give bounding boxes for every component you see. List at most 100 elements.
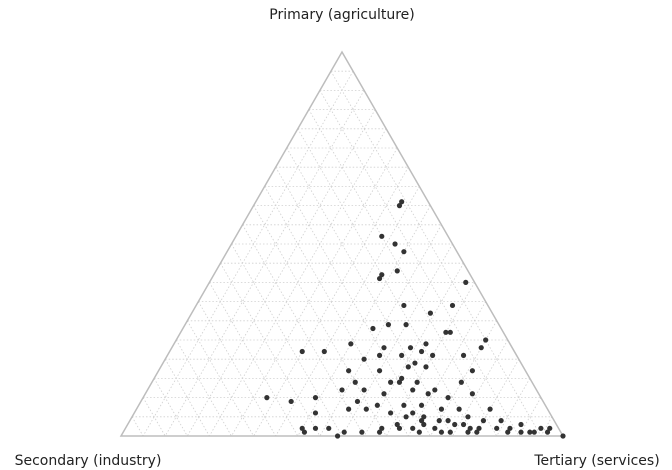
grid-line bbox=[407, 301, 486, 437]
data-point bbox=[401, 249, 407, 255]
grid bbox=[131, 70, 553, 437]
data-point bbox=[396, 425, 403, 431]
grid-line bbox=[209, 282, 299, 437]
data-point bbox=[423, 341, 429, 347]
data-point bbox=[388, 410, 394, 416]
data-point bbox=[301, 429, 308, 435]
data-point bbox=[407, 345, 414, 351]
data-point bbox=[456, 406, 462, 412]
data-point bbox=[321, 348, 327, 355]
data-point bbox=[418, 402, 425, 408]
grid-line bbox=[242, 224, 365, 437]
data-point bbox=[361, 387, 367, 393]
data-point bbox=[396, 379, 403, 385]
data-point bbox=[527, 429, 533, 435]
data-point bbox=[458, 379, 464, 385]
data-point bbox=[478, 345, 484, 351]
data-point bbox=[299, 425, 305, 431]
data-point bbox=[379, 272, 385, 278]
data-point bbox=[412, 360, 418, 366]
grid-line bbox=[275, 186, 420, 437]
grid-line bbox=[474, 359, 520, 437]
data-point bbox=[399, 375, 405, 381]
data-point bbox=[399, 199, 405, 205]
data-point bbox=[416, 429, 422, 435]
data-point bbox=[363, 406, 369, 412]
grid-line bbox=[186, 320, 254, 437]
grid-line bbox=[220, 263, 321, 437]
data-point bbox=[374, 402, 380, 408]
grid-line bbox=[297, 128, 475, 437]
data-point bbox=[474, 429, 480, 435]
data-point bbox=[421, 421, 427, 428]
data-point bbox=[432, 425, 438, 431]
grid-line bbox=[319, 90, 520, 437]
grid-line bbox=[209, 128, 387, 437]
data-point bbox=[376, 352, 383, 358]
data-point bbox=[334, 433, 341, 439]
data-point bbox=[379, 425, 385, 431]
data-point bbox=[312, 425, 319, 431]
data-point bbox=[410, 387, 416, 393]
data-point bbox=[354, 398, 361, 405]
data-point bbox=[403, 414, 409, 420]
grid-line bbox=[363, 263, 464, 437]
data-point bbox=[341, 429, 347, 435]
grid-line bbox=[253, 167, 409, 437]
grid-line bbox=[264, 186, 409, 437]
data-point bbox=[480, 418, 487, 424]
grid-line bbox=[164, 359, 210, 437]
data-point bbox=[388, 379, 394, 385]
data-point bbox=[405, 364, 411, 370]
triangle-frame bbox=[119, 50, 565, 437]
right-axis-label: Tertiary (services) bbox=[533, 453, 659, 469]
grid-line bbox=[297, 205, 431, 437]
data-point bbox=[445, 395, 451, 401]
grid-line bbox=[319, 224, 442, 437]
data-point bbox=[505, 429, 511, 435]
data-point bbox=[465, 429, 471, 435]
data-point bbox=[445, 418, 451, 424]
data-point bbox=[452, 421, 458, 428]
data-point bbox=[359, 429, 365, 435]
data-point bbox=[465, 414, 471, 420]
data-point bbox=[288, 398, 294, 405]
data-point bbox=[507, 425, 513, 431]
data-point bbox=[447, 429, 453, 435]
data-point bbox=[447, 329, 453, 335]
grid-line bbox=[452, 339, 509, 437]
data-point bbox=[381, 345, 387, 351]
data-point bbox=[299, 348, 305, 355]
data-point bbox=[487, 406, 493, 412]
data-point bbox=[460, 352, 467, 358]
data-point bbox=[544, 429, 551, 435]
data-point bbox=[436, 418, 442, 424]
data-point bbox=[425, 391, 431, 397]
points bbox=[264, 199, 566, 439]
data-point bbox=[385, 322, 392, 328]
data-point bbox=[399, 352, 405, 358]
grid-line bbox=[496, 378, 531, 437]
grid-line bbox=[385, 282, 475, 437]
data-point bbox=[348, 341, 354, 347]
data-point bbox=[518, 429, 524, 435]
data-point bbox=[392, 241, 398, 247]
grid-line bbox=[131, 416, 144, 437]
grid-line bbox=[198, 301, 277, 437]
data-point bbox=[339, 387, 345, 393]
data-point bbox=[414, 379, 420, 385]
data-point bbox=[467, 425, 473, 431]
data-point bbox=[312, 410, 319, 416]
data-point bbox=[476, 425, 482, 431]
data-point bbox=[376, 275, 383, 282]
data-point bbox=[483, 337, 489, 343]
data-point bbox=[312, 395, 319, 401]
data-point bbox=[463, 279, 469, 285]
grid-line bbox=[164, 90, 365, 437]
data-point bbox=[401, 302, 407, 309]
data-point bbox=[560, 433, 566, 439]
grid-line bbox=[153, 378, 188, 437]
data-point bbox=[494, 425, 500, 431]
grid-line bbox=[286, 147, 453, 437]
